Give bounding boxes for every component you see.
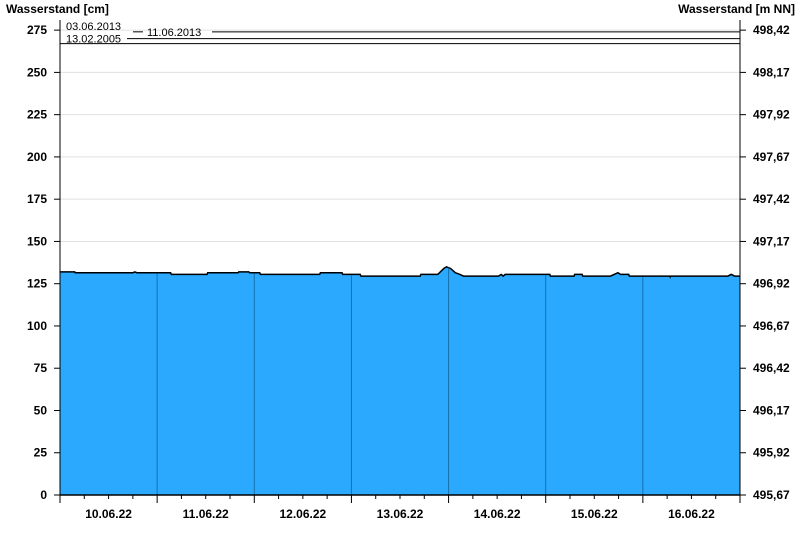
reference-label: 03.06.2013 <box>66 21 121 33</box>
y-tick-label-right: 496,42 <box>753 361 790 375</box>
x-tick-label: 15.06.22 <box>571 507 618 521</box>
x-tick-label: 13.06.22 <box>377 507 424 521</box>
y-tick-label-right: 497,92 <box>753 108 790 122</box>
x-tick-label: 12.06.22 <box>279 507 326 521</box>
y-tick-label-left: 225 <box>27 108 47 122</box>
y-tick-label-left: 50 <box>34 403 48 417</box>
y-tick-label-left: 275 <box>27 23 47 37</box>
y-tick-label-right: 498,17 <box>753 65 790 79</box>
y-tick-label-left: 175 <box>27 192 47 206</box>
water-level-area <box>60 266 740 495</box>
y-axis-left-label: Wasserstand [cm] <box>6 2 109 16</box>
reference-label: 13.02.2005 <box>66 34 121 46</box>
water-level-line <box>60 265 740 279</box>
y-tick-label-left: 25 <box>34 446 48 460</box>
x-tick-label: 14.06.22 <box>474 507 521 521</box>
y-tick-label-right: 497,17 <box>753 234 790 248</box>
y-tick-label-right: 498,42 <box>753 23 790 37</box>
y-tick-label-left: 250 <box>27 65 47 79</box>
y-tick-label-left: 0 <box>40 488 47 502</box>
x-tick-label: 16.06.22 <box>668 507 715 521</box>
x-tick-label: 10.06.22 <box>85 507 132 521</box>
y-tick-label-left: 75 <box>34 361 48 375</box>
y-tick-label-right: 496,67 <box>753 319 790 333</box>
reference-label: 11.06.2013 <box>147 27 201 39</box>
y-tick-label-right: 496,17 <box>753 403 790 417</box>
y-tick-label-left: 150 <box>27 234 47 248</box>
y-tick-label-right: 495,67 <box>753 488 790 502</box>
y-tick-label-left: 100 <box>27 319 47 333</box>
x-tick-label: 11.06.22 <box>183 507 229 521</box>
y-tick-label-right: 497,42 <box>753 192 790 206</box>
y-axis-right-label: Wasserstand [m NN] <box>678 2 795 16</box>
y-tick-label-right: 497,67 <box>753 150 790 164</box>
y-tick-label-right: 496,92 <box>753 277 790 291</box>
y-tick-label-left: 125 <box>27 277 47 291</box>
y-tick-label-left: 200 <box>27 150 47 164</box>
y-tick-label-right: 495,92 <box>753 446 790 460</box>
